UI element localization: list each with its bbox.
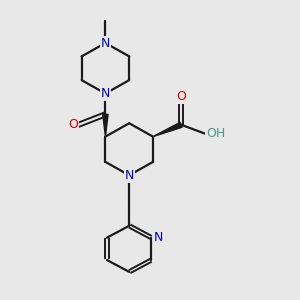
Polygon shape (153, 122, 182, 136)
Polygon shape (103, 114, 108, 136)
Text: N: N (101, 37, 110, 50)
Text: N: N (101, 87, 110, 100)
Text: O: O (176, 90, 186, 103)
Text: OH: OH (206, 127, 225, 140)
Text: O: O (68, 118, 78, 131)
Text: N: N (124, 169, 134, 182)
Text: N: N (154, 231, 164, 244)
